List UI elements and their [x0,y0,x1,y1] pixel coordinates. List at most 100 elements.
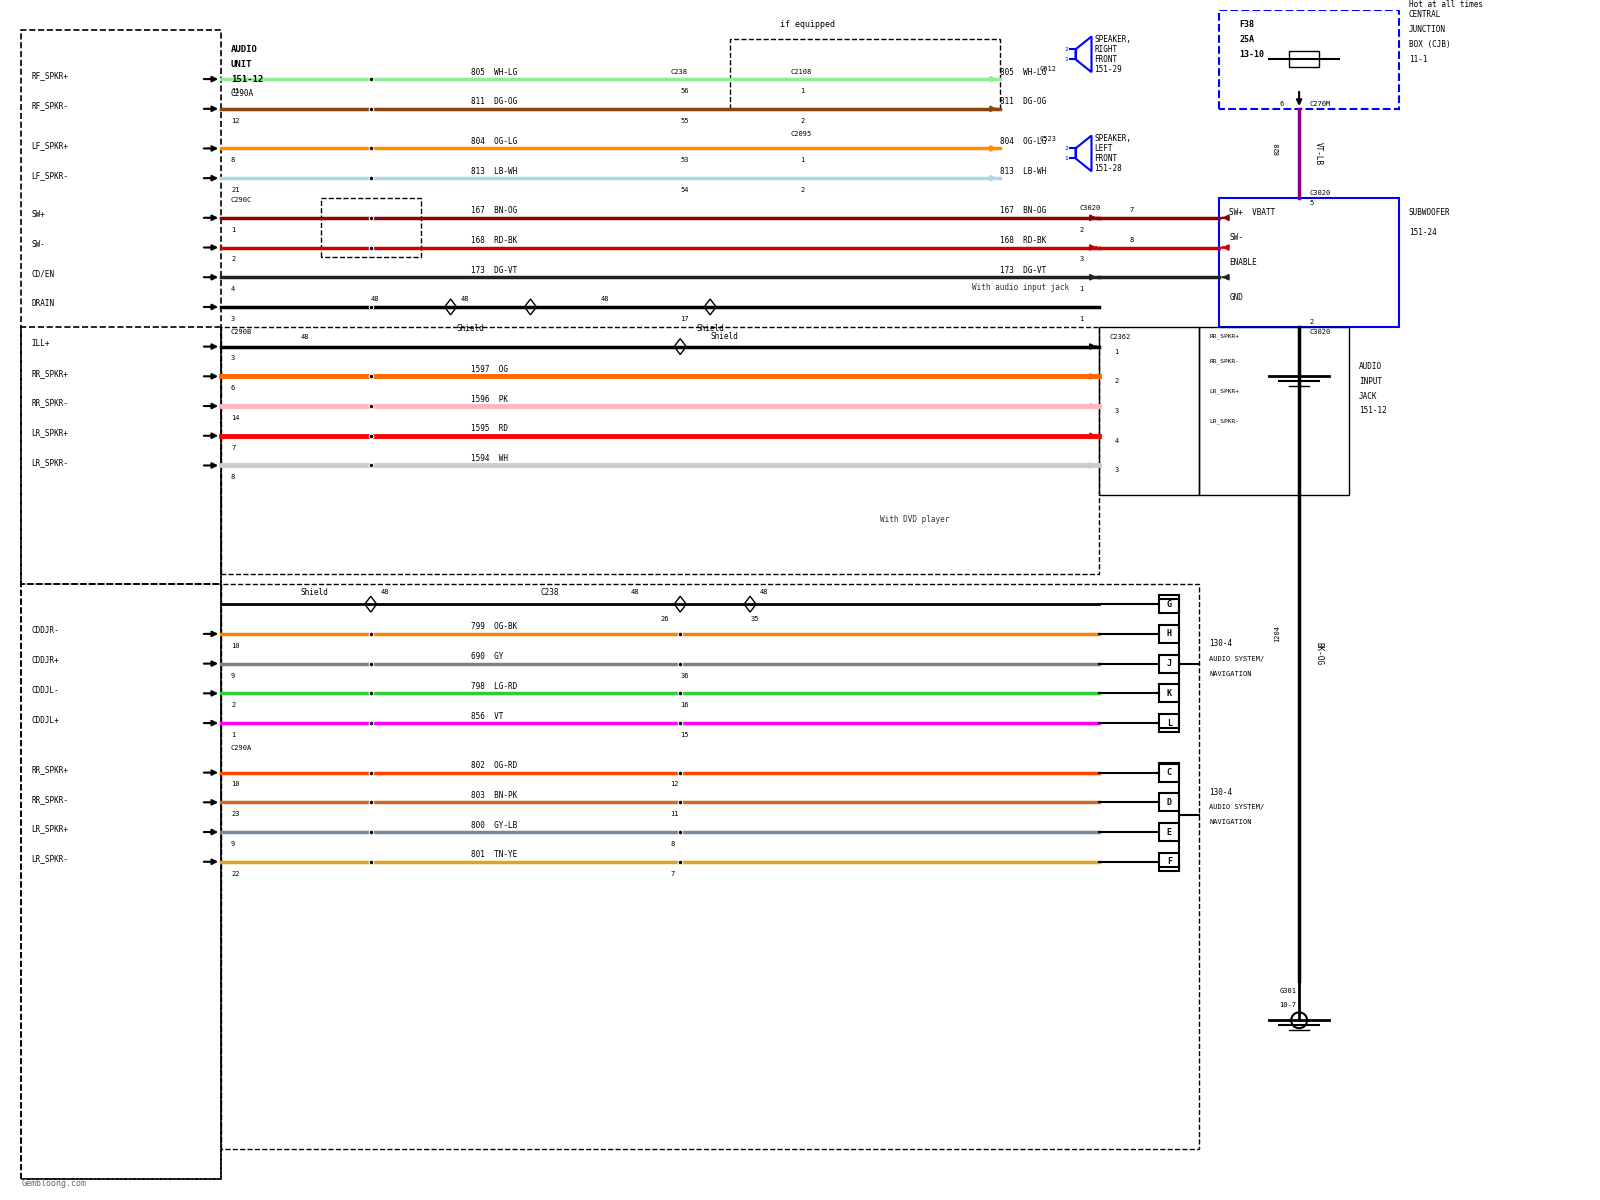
Text: NAVIGATION: NAVIGATION [1210,820,1251,826]
Text: 690  GY: 690 GY [470,652,502,661]
Text: 1: 1 [800,157,805,163]
Text: 8: 8 [670,841,675,847]
Text: 168  RD-BK: 168 RD-BK [1000,236,1046,245]
Text: 804  OG-LG: 804 OG-LG [470,137,517,146]
Text: 804  OG-LG: 804 OG-LG [1000,137,1046,146]
Text: With audio input jack: With audio input jack [973,283,1069,292]
Text: 3: 3 [230,355,235,361]
Text: C290B: C290B [230,329,253,335]
Text: 1: 1 [1080,286,1083,292]
Text: 26: 26 [661,616,669,622]
Text: 151-12: 151-12 [1358,407,1387,415]
Text: 1: 1 [230,227,235,233]
Text: 801  TN-YE: 801 TN-YE [470,851,517,859]
Text: 151-28: 151-28 [1094,163,1122,173]
Text: 1: 1 [1064,156,1069,161]
Text: 1: 1 [800,88,805,94]
Text: C290C: C290C [230,197,253,203]
Text: 168  RD-BK: 168 RD-BK [470,236,517,245]
Text: LEFT: LEFT [1094,144,1114,152]
Text: 6: 6 [1278,101,1283,107]
Text: 1597  OG: 1597 OG [470,365,507,374]
Text: 173  DG-VT: 173 DG-VT [1000,266,1046,275]
Text: SW-: SW- [32,240,45,250]
Text: Hot at all times: Hot at all times [1410,0,1483,10]
Text: C238: C238 [541,588,558,596]
Text: 12: 12 [230,118,240,124]
Text: C3020: C3020 [1080,205,1101,211]
Text: 130-4: 130-4 [1210,640,1232,648]
Text: 8: 8 [230,157,235,163]
Text: C3020: C3020 [1309,329,1330,335]
Text: RF_SPKR+: RF_SPKR+ [32,72,69,80]
Text: 7: 7 [670,871,675,877]
Text: 1: 1 [1080,316,1083,322]
Text: 14: 14 [230,415,240,421]
Text: 11: 11 [230,88,240,94]
Text: 151-12: 151-12 [230,74,264,84]
Text: 2: 2 [1064,146,1069,151]
Text: 16: 16 [680,702,688,708]
Text: 6: 6 [230,385,235,391]
Text: 813  LB-WH: 813 LB-WH [470,167,517,175]
Text: RIGHT: RIGHT [1094,44,1118,54]
Text: 35: 35 [750,616,758,622]
Text: 17: 17 [680,316,688,322]
Text: Gembloong.com: Gembloong.com [21,1180,86,1188]
Text: 23: 23 [230,811,240,817]
Text: Shield: Shield [710,332,738,341]
Text: K: K [1166,689,1171,698]
Text: LR_SPKR+: LR_SPKR+ [1210,389,1240,394]
Text: 48: 48 [600,296,610,302]
Text: F: F [1166,857,1171,866]
Text: 48: 48 [301,334,309,340]
Text: 48: 48 [630,589,638,595]
Text: 1596  PK: 1596 PK [470,395,507,403]
Text: AUDIO SYSTEM/: AUDIO SYSTEM/ [1210,655,1264,661]
Text: 811  DG-OG: 811 DG-OG [1000,97,1046,107]
Text: 13-10: 13-10 [1240,50,1264,59]
Text: LR_SPKR-: LR_SPKR- [32,854,69,863]
Text: if equipped: if equipped [781,20,835,29]
Text: JACK: JACK [1358,391,1378,401]
Text: RR_SPKR-: RR_SPKR- [32,794,69,804]
Text: 800  GY-LB: 800 GY-LB [470,821,517,829]
Text: SPEAKER,: SPEAKER, [1094,134,1131,143]
Text: 1: 1 [230,732,235,738]
Text: BOX (CJB): BOX (CJB) [1410,40,1451,49]
Text: LR_SPKR+: LR_SPKR+ [32,428,69,437]
Text: 3: 3 [1080,257,1083,263]
Text: CD/EN: CD/EN [32,270,54,278]
Text: SPEAKER,: SPEAKER, [1094,35,1131,44]
Text: C523: C523 [1040,136,1056,142]
Text: 8: 8 [1130,236,1134,242]
Text: RF_SPKR-: RF_SPKR- [32,101,69,110]
Text: 7: 7 [1130,206,1134,212]
Text: AUDIO SYSTEM/: AUDIO SYSTEM/ [1210,804,1264,810]
Text: 813  LB-WH: 813 LB-WH [1000,167,1046,175]
Text: 53: 53 [680,157,688,163]
Text: C2095: C2095 [790,131,811,137]
Text: 173  DG-VT: 173 DG-VT [470,266,517,275]
Text: 798  LG-RD: 798 LG-RD [470,682,517,691]
Text: LR_SPKR+: LR_SPKR+ [32,824,69,834]
Text: 11-1: 11-1 [1410,55,1427,64]
Text: AUDIO: AUDIO [230,44,258,54]
Text: JUNCTION: JUNCTION [1410,25,1446,34]
Text: E: E [1166,828,1171,836]
Text: LR_SPKR-: LR_SPKR- [32,458,69,467]
Text: 2: 2 [230,257,235,263]
Text: CENTRAL: CENTRAL [1410,10,1442,19]
Text: G: G [1166,600,1171,608]
Text: AUDIO: AUDIO [1358,362,1382,371]
Text: 55: 55 [680,118,688,124]
Text: 10-7: 10-7 [1278,1002,1296,1008]
Text: 54: 54 [680,187,688,193]
Text: RR_SPKR+: RR_SPKR+ [32,766,69,774]
Text: CDDJL+: CDDJL+ [32,715,59,725]
Text: SW+  VBATT: SW+ VBATT [1229,209,1275,217]
Text: 56: 56 [680,88,688,94]
Text: RR_SPKR-: RR_SPKR- [1210,359,1240,365]
Text: 2: 2 [1064,47,1069,52]
Text: SW+: SW+ [32,210,45,220]
